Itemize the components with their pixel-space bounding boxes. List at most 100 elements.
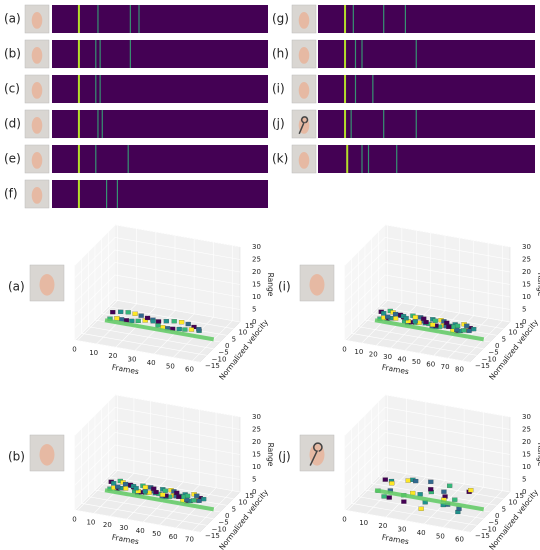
voxel xyxy=(155,323,161,328)
x-tick-label: 60 xyxy=(455,536,464,544)
panel-label: (g) xyxy=(272,12,289,26)
voxel xyxy=(155,319,162,324)
grid-line xyxy=(74,419,241,461)
voxel xyxy=(412,315,419,320)
hand xyxy=(31,82,43,99)
y-tick-label: 5 xyxy=(232,335,236,343)
voxel xyxy=(135,318,141,324)
panel-label: (a) xyxy=(4,12,21,26)
y-tick-label: 10 xyxy=(238,329,247,337)
panel-label: (d) xyxy=(4,117,21,131)
y-tick-label: −15 xyxy=(205,532,220,540)
z-tick-label: 30 xyxy=(522,243,531,251)
grid-line xyxy=(74,394,241,436)
heatmap xyxy=(52,145,268,173)
grid-line xyxy=(74,299,241,341)
z-tick-label: 15 xyxy=(252,451,261,459)
grid-line xyxy=(344,274,511,316)
z-tick-label: 5 xyxy=(252,476,256,484)
voxel xyxy=(466,328,472,333)
voxel xyxy=(452,497,458,502)
voxel xyxy=(122,481,129,487)
grid-line xyxy=(74,249,241,291)
y-tick-label: 15 xyxy=(515,492,524,500)
grid-line xyxy=(74,432,241,473)
y-tick-label: 0 xyxy=(225,512,229,520)
heatmap-feature xyxy=(396,145,398,173)
z-tick-label: 20 xyxy=(252,268,261,276)
x-axis-label: Frames xyxy=(381,363,410,377)
z-tick-label: 30 xyxy=(252,413,261,421)
voxel xyxy=(129,318,135,324)
voxel xyxy=(111,481,117,486)
hand xyxy=(298,12,310,29)
heatmap-feature xyxy=(361,145,363,173)
voxel xyxy=(389,481,395,486)
voxel xyxy=(118,309,124,314)
voxel xyxy=(461,328,467,333)
hand xyxy=(298,152,310,169)
voxel xyxy=(464,323,470,328)
heatmap xyxy=(52,75,268,103)
gesture-icon xyxy=(298,116,309,135)
voxel xyxy=(171,319,177,324)
static-band xyxy=(374,318,485,342)
x-tick-label: 20 xyxy=(369,351,378,359)
plot-3d: 0 10 20 30 40 50 60 70151050−5−10−1505101520253… xyxy=(8,394,275,550)
z-axis-label: Range xyxy=(266,273,275,297)
heatmap-feature xyxy=(97,5,99,33)
z-axis-label: Range xyxy=(536,273,540,297)
heatmap-feature xyxy=(77,180,80,208)
heatmap-feature xyxy=(415,40,417,68)
grid-line xyxy=(74,274,241,316)
heatmap xyxy=(318,75,535,103)
x-tick-label: 50 xyxy=(436,532,445,540)
hand xyxy=(309,274,325,296)
plot-3d: 0 10 20 30 40 50 60151050−5−10−15051015202530F… xyxy=(8,224,275,382)
voxel xyxy=(185,321,191,327)
voxel xyxy=(471,327,477,332)
gesture-icon xyxy=(309,442,323,466)
grid-line xyxy=(344,432,511,473)
heatmap-feature xyxy=(95,145,97,173)
y-tick-label: 10 xyxy=(508,499,517,507)
grid-line xyxy=(344,419,511,461)
x-tick-label: 10 xyxy=(86,518,95,526)
panel-label: (j) xyxy=(272,117,285,131)
voxel xyxy=(382,477,388,482)
heatmap-feature xyxy=(372,75,374,103)
voxel xyxy=(418,506,424,511)
heatmap-feature xyxy=(415,110,417,138)
voxel xyxy=(381,311,387,316)
x-tick-label: 30 xyxy=(398,526,407,534)
x-tick-label: 40 xyxy=(398,356,407,364)
voxel xyxy=(468,488,474,493)
z-tick-label: 20 xyxy=(522,268,531,276)
voxel xyxy=(191,498,197,503)
heatmap xyxy=(52,5,268,33)
heatmap-feature xyxy=(97,110,99,138)
z-tick-label: 5 xyxy=(522,476,526,484)
heatmap-feature xyxy=(116,180,118,208)
heatmap xyxy=(52,180,268,208)
voxel xyxy=(174,490,180,496)
voxel xyxy=(392,311,399,317)
heatmap-feature xyxy=(106,180,108,208)
heatmap-feature xyxy=(95,40,97,68)
y-tick-label: −10 xyxy=(482,355,497,363)
heatmap-feature xyxy=(138,5,140,33)
voxel xyxy=(441,489,447,494)
x-tick-label: 60 xyxy=(169,533,178,541)
x-tick-label: 30 xyxy=(128,356,137,364)
x-tick-label: 30 xyxy=(119,524,128,532)
heatmap-feature xyxy=(77,5,80,33)
voxel xyxy=(125,310,131,315)
heatmap-feature xyxy=(383,5,385,33)
voxel xyxy=(114,316,120,321)
voxel xyxy=(196,498,202,503)
voxel xyxy=(386,495,392,500)
z-tick-label: 0 xyxy=(522,488,526,496)
hand xyxy=(39,444,55,466)
y-tick-label: 10 xyxy=(508,329,517,337)
